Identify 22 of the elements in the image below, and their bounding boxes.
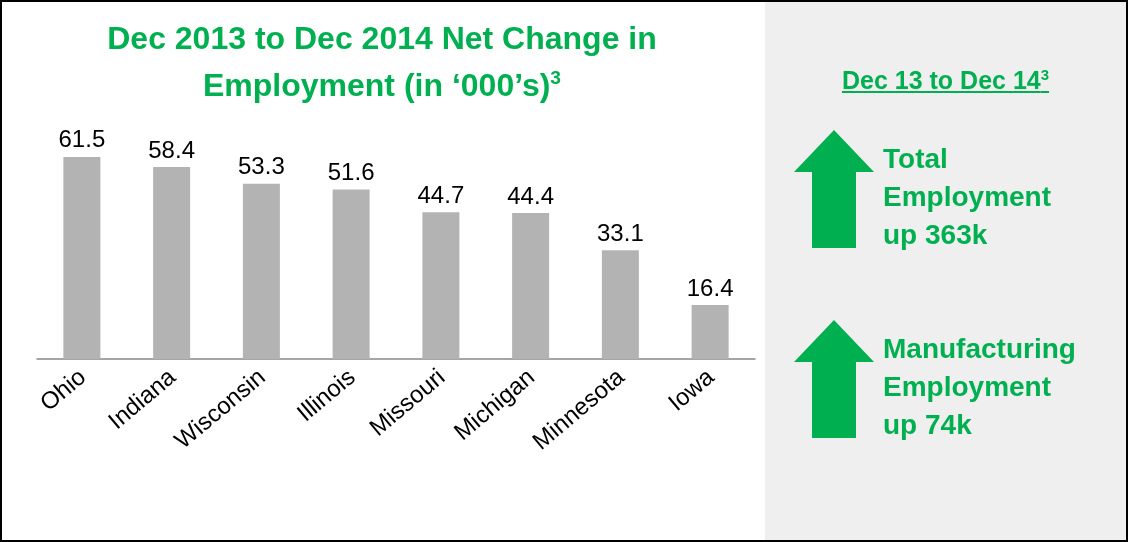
- data-label: 61.5: [58, 125, 106, 153]
- data-label: 44.7: [417, 180, 465, 208]
- bar: [242, 183, 280, 359]
- chart-title: Dec 2013 to Dec 2014 Net Change in Employment (in ‘000’s)$^{3}$: [106, 19, 658, 105]
- bar: [601, 250, 639, 359]
- text: Total Employment up 363k: [883, 142, 1053, 252]
- bar: [512, 213, 550, 359]
- x-tick-label: Iowa: [662, 362, 720, 416]
- bar: [153, 167, 191, 359]
- data-label: 44.4: [507, 181, 554, 209]
- data-label: 53.3: [238, 152, 285, 180]
- data-label: 16.4: [686, 273, 734, 301]
- bar: [63, 156, 101, 359]
- data-label: 58.4: [148, 135, 195, 163]
- text: Dec 13 to Dec 14$^{3}$: [840, 65, 1051, 97]
- data-label: 51.6: [327, 157, 375, 185]
- x-tick-label: Ohio: [34, 362, 91, 416]
- text: Manufacturing Employment up 74k: [883, 332, 1077, 442]
- bar: [691, 305, 729, 359]
- bar: [332, 189, 370, 359]
- data-label: 33.1: [597, 218, 644, 246]
- bar: [422, 212, 460, 359]
